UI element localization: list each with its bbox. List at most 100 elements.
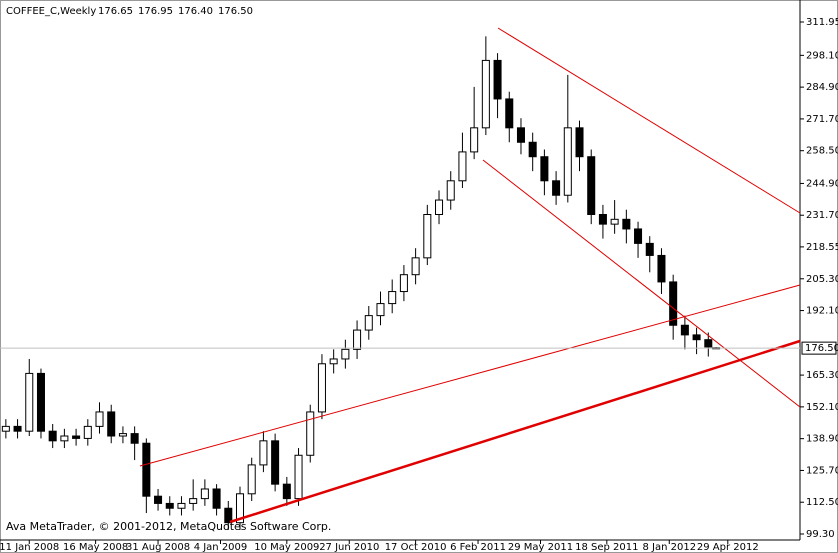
x-tick-label: 31 Aug 2008: [126, 542, 190, 553]
candle-body: [72, 435, 81, 439]
candle-body: [224, 507, 233, 524]
candle-body: [411, 257, 420, 276]
candle-body: [83, 425, 92, 439]
quote-close: 176.50: [218, 6, 253, 17]
candle-body: [13, 425, 22, 432]
candle-body: [317, 363, 326, 413]
candle-body: [154, 495, 163, 504]
y-tick-label: 125.70: [806, 465, 838, 476]
candle-body: [552, 180, 561, 196]
candle-body: [563, 127, 572, 196]
candle-body: [376, 303, 385, 317]
y-tick-label: 271.70: [806, 114, 838, 125]
candle-body: [95, 411, 104, 427]
candle-body: [212, 488, 221, 509]
x-tick-label: 17 Oct 2010: [385, 542, 447, 553]
current-price-box: [801, 341, 837, 355]
x-tick-label: 10 May 2009: [254, 542, 319, 553]
candle-body: [107, 411, 116, 437]
x-tick-label: 29 May 2011: [508, 542, 573, 553]
candle-body: [142, 442, 151, 497]
candle-body: [645, 242, 654, 256]
candle-body: [341, 348, 350, 360]
quote-low: 176.40: [178, 6, 213, 17]
candle-body: [470, 127, 479, 153]
candle-body: [680, 324, 689, 336]
candle-body: [130, 433, 139, 444]
candle-body: [271, 440, 280, 485]
candle-body: [353, 329, 362, 350]
y-tick-label: 298.10: [806, 50, 838, 61]
candle-body: [165, 502, 174, 509]
trend-line: [497, 27, 801, 214]
candle-body: [36, 372, 45, 432]
x-tick-label: 27 Jun 2010: [319, 542, 379, 553]
x-tick-label: 6 Feb 2011: [450, 542, 506, 553]
quote-high: 176.95: [138, 6, 173, 17]
candle-body: [200, 488, 209, 500]
candle-body: [610, 218, 619, 225]
candle-body: [399, 274, 408, 293]
candle-body: [435, 199, 444, 216]
candle-body: [294, 454, 303, 500]
candle-body: [692, 334, 701, 341]
y-tick-label: 311.95: [806, 17, 838, 28]
candle-body: [60, 435, 69, 442]
candle-body: [189, 498, 198, 504]
chart-title: COFFEE_C,Weekly: [6, 6, 96, 17]
x-tick-label: 16 May 2008: [63, 542, 128, 553]
x-tick-label: 8 Jan 2012: [642, 542, 696, 553]
candle-body: [247, 464, 256, 495]
candle-body: [516, 127, 525, 143]
candle-body: [446, 180, 455, 201]
candle-body: [306, 411, 315, 456]
candle-body: [598, 214, 607, 225]
candle-body: [481, 59, 490, 129]
candle-body: [1, 425, 10, 432]
y-tick-label: 99.30: [806, 529, 835, 540]
y-tick-label: 244.90: [806, 178, 838, 189]
candle-body: [423, 214, 432, 259]
candle-body: [657, 254, 666, 283]
candle-body: [540, 156, 549, 182]
candle-body: [388, 291, 397, 305]
trend-lines: [139, 27, 801, 524]
candle-body: [669, 281, 678, 326]
y-tick-label: 258.50: [806, 146, 838, 157]
candle-body: [177, 502, 186, 509]
current-price-label: 176.50: [805, 343, 838, 354]
candle-body: [634, 228, 643, 244]
candle-body: [458, 151, 467, 182]
candle-body: [704, 339, 713, 348]
candle-body: [259, 440, 268, 466]
y-tick-label: 205.30: [806, 274, 838, 285]
quote-open: 176.65: [98, 6, 133, 17]
candle-body: [235, 493, 245, 524]
candle-body: [575, 127, 584, 158]
trend-line: [482, 159, 801, 408]
candle-body: [528, 141, 537, 158]
candle-body: [493, 59, 502, 100]
y-tick-label: 138.90: [806, 434, 838, 445]
y-tick-label: 192.10: [806, 306, 838, 317]
candle-body: [622, 218, 631, 230]
trend-line: [229, 339, 801, 524]
candle-body: [364, 315, 373, 331]
candle-body: [505, 98, 514, 129]
y-tick-label: 152.10: [806, 402, 838, 413]
y-tick-label: 165.30: [806, 370, 838, 381]
x-tick-label: 18 Sep 2011: [575, 542, 638, 553]
candle-body: [282, 483, 291, 500]
candle-body: [25, 372, 34, 432]
candle-body: [48, 430, 57, 442]
y-tick-label: 112.50: [806, 497, 838, 508]
x-tick-label: 29 Apr 2012: [697, 542, 759, 553]
candle-body: [329, 358, 338, 365]
x-tick-label: 4 Jan 2009: [194, 542, 248, 553]
candle-body: [587, 156, 596, 216]
y-tick-label: 218.55: [806, 242, 838, 253]
y-tick-label: 231.70: [806, 210, 838, 221]
x-tick-label: 11 Jan 2008: [0, 542, 59, 553]
plot: [1, 36, 721, 530]
